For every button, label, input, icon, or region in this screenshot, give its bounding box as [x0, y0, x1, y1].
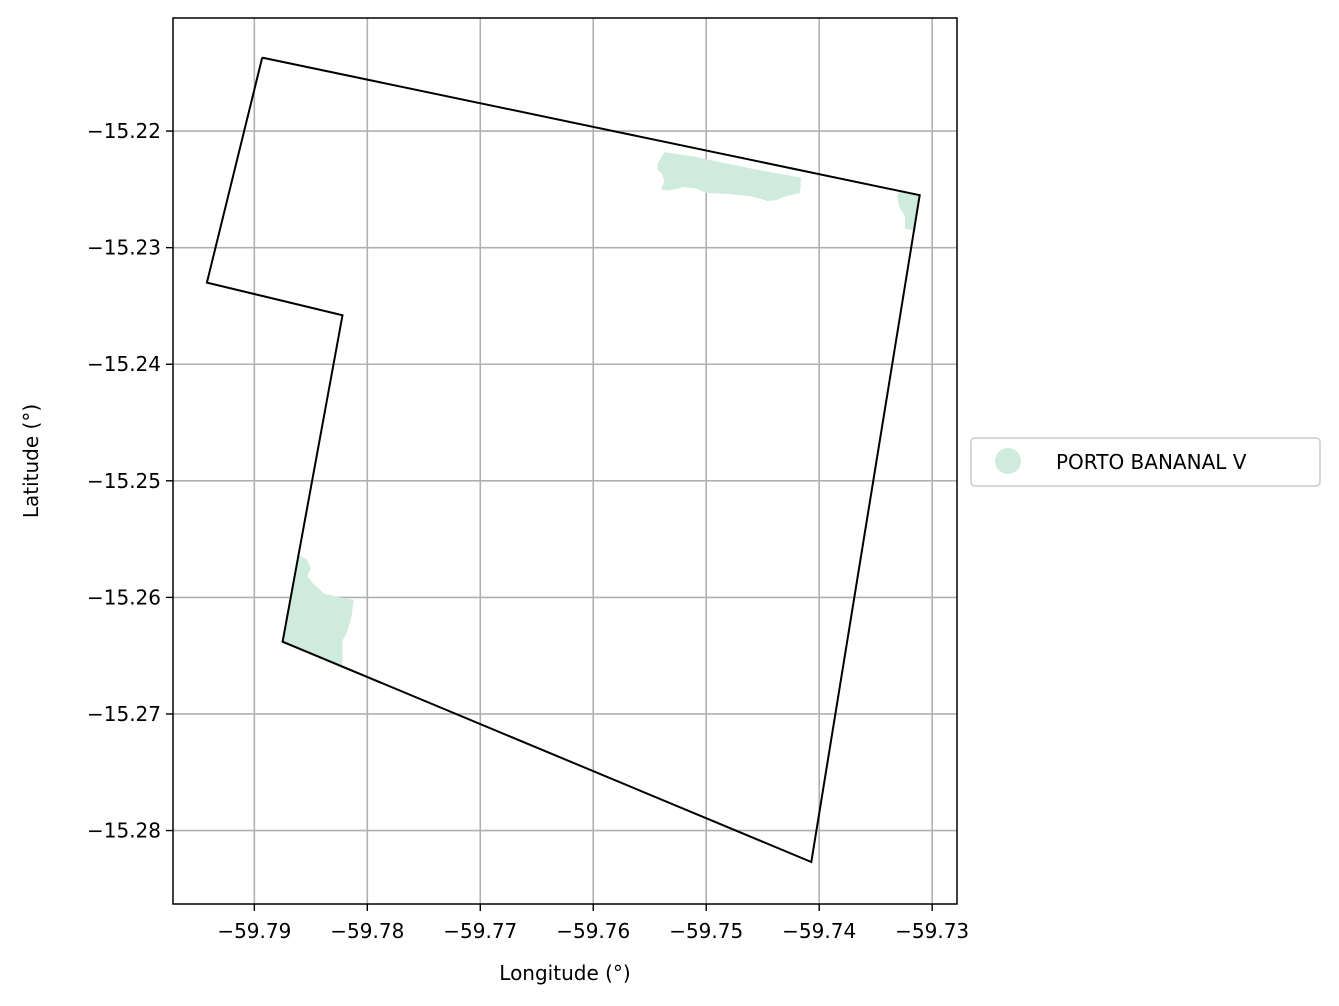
grid-lines [173, 18, 957, 904]
x-tick-label: −59.77 [443, 919, 517, 943]
x-tick-label: −59.76 [556, 919, 630, 943]
legend-marker [995, 448, 1021, 474]
y-tick-label: −15.23 [87, 236, 161, 260]
x-tick-label: −59.74 [782, 919, 856, 943]
legend-box [970, 437, 1321, 487]
y-axis-label: Latitude (°) [19, 404, 43, 518]
y-tick-label: −15.28 [87, 819, 161, 843]
area-polygons [282, 152, 920, 668]
y-tick-label: −15.22 [87, 119, 161, 143]
x-axis-label: Longitude (°) [499, 961, 630, 985]
x-tick-label: −59.75 [669, 919, 743, 943]
axis-ticks: −59.79 −59.78 −59.77 −59.76 −59.75 −59.74 −59.… [87, 119, 969, 943]
area-polygon [282, 555, 354, 668]
y-tick-label: −15.24 [87, 352, 161, 376]
axes-frame [172, 17, 958, 905]
y-tick-label: −15.27 [87, 702, 161, 726]
legend-label: PORTO BANANAL V [1056, 450, 1247, 474]
area-polygon [897, 190, 920, 231]
y-tick-label: −15.25 [87, 469, 161, 493]
y-tick-label: −15.26 [87, 585, 161, 609]
boundary-outline [205, 56, 921, 864]
boundary-polygon [205, 56, 921, 864]
x-tick-label: −59.79 [217, 919, 291, 943]
x-tick-label: −59.78 [330, 919, 404, 943]
legend: PORTO BANANAL V [970, 437, 1321, 487]
x-tick-label: −59.73 [895, 919, 969, 943]
area-polygon [657, 152, 802, 201]
